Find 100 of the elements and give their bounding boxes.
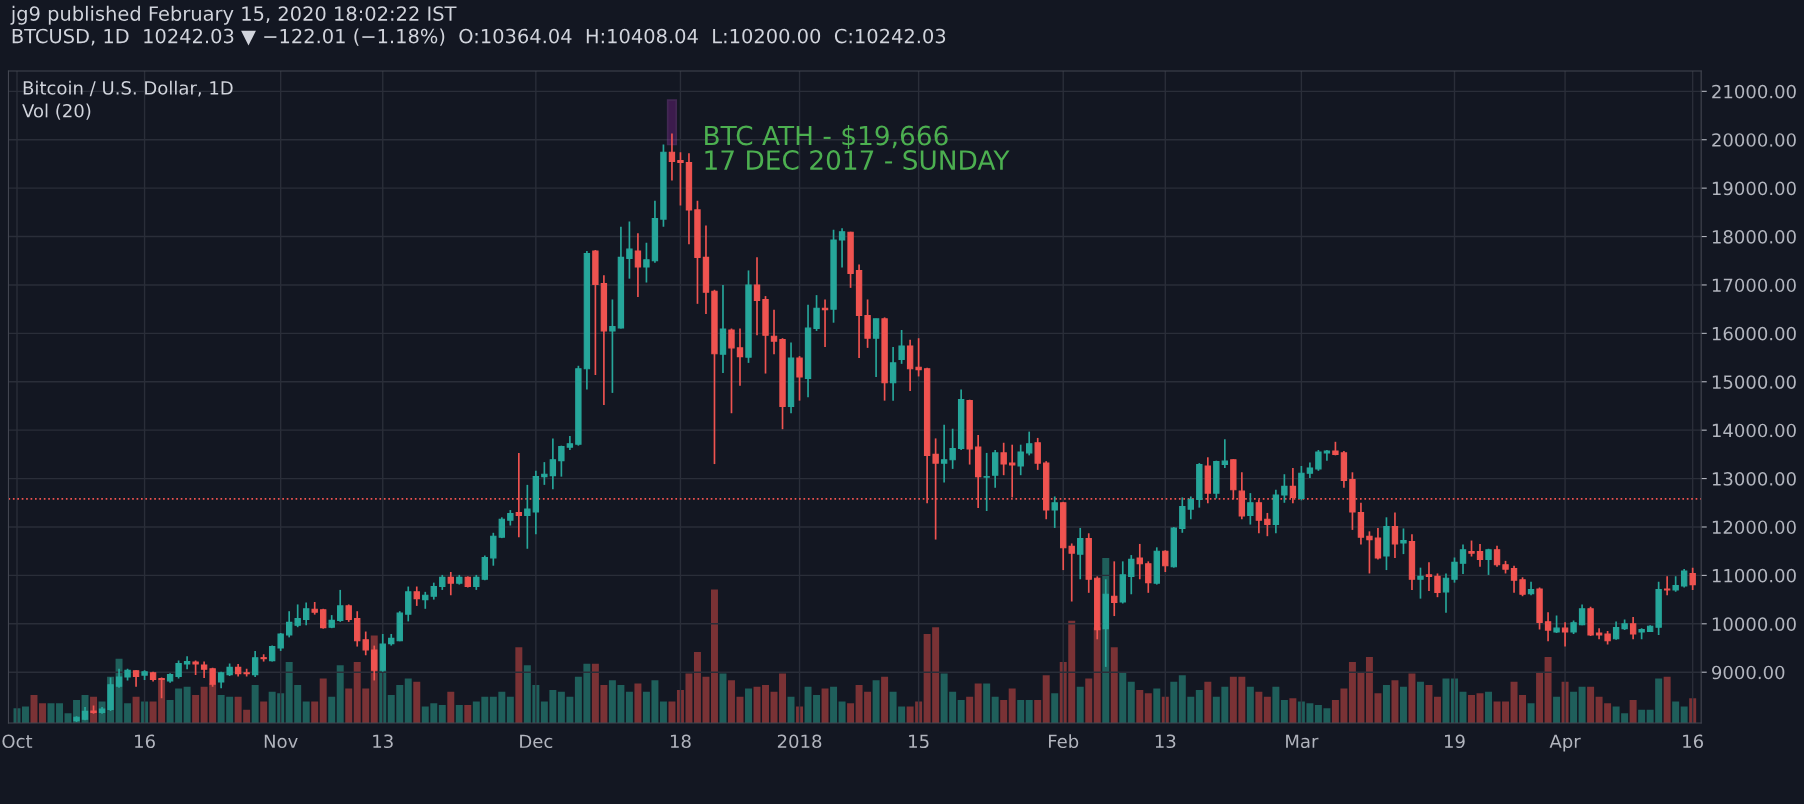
bar [1153, 688, 1161, 724]
bar [1289, 698, 1297, 724]
annotation: Vol (20) [22, 103, 91, 120]
bar [1468, 694, 1475, 724]
bar [1578, 686, 1586, 724]
bar [1408, 673, 1416, 724]
bar [1553, 696, 1561, 724]
bar [447, 691, 455, 724]
candlestick [1417, 566, 1424, 600]
candlestick [1400, 527, 1407, 555]
bar [966, 696, 974, 724]
bar [1034, 699, 1042, 724]
candlestick [796, 355, 803, 402]
candlestick [991, 449, 999, 489]
bar [762, 685, 769, 724]
candlestick [337, 589, 344, 623]
bar [1195, 690, 1203, 724]
bar [830, 686, 838, 724]
bar [1263, 696, 1271, 724]
candlestick [1629, 616, 1637, 641]
bar [1051, 693, 1059, 724]
bar [192, 694, 200, 724]
candlestick [736, 327, 744, 387]
bar [625, 691, 633, 724]
y-tick-label: 18000.00 [1712, 230, 1796, 244]
bar [1629, 699, 1637, 724]
candlestick [1374, 527, 1382, 561]
x-tick-label: 19 [1444, 734, 1465, 749]
bar [1042, 675, 1050, 724]
bar [183, 686, 191, 724]
bar [1425, 685, 1433, 724]
bar [302, 701, 310, 724]
bar [1017, 699, 1025, 724]
bar [787, 696, 795, 724]
candlestick [1017, 443, 1024, 477]
bar [957, 699, 965, 724]
bar [1485, 691, 1493, 724]
candlestick [1451, 556, 1458, 584]
candlestick [626, 220, 633, 280]
bar [336, 665, 344, 724]
bar [1204, 681, 1212, 724]
bar [345, 688, 353, 724]
y-tick-label: 21000.00 [1712, 84, 1796, 99]
bar [1110, 647, 1118, 724]
candlestick [609, 298, 616, 394]
candlestick [1179, 496, 1186, 534]
candlestick [302, 601, 310, 627]
bar [56, 703, 63, 724]
candlestick [898, 329, 905, 365]
bar [983, 683, 991, 724]
x-tick-label: 16 [1683, 734, 1704, 749]
candlestick [813, 294, 820, 332]
candlestick [864, 298, 871, 349]
candlestick [915, 337, 922, 378]
y-tick-label: 16000.00 [1712, 326, 1796, 341]
bar [1544, 657, 1552, 724]
candlestick [949, 427, 956, 470]
candlestick [1391, 511, 1399, 559]
bar [1663, 676, 1671, 724]
candlestick [1434, 572, 1441, 599]
bar [1672, 701, 1680, 724]
x-tick-label: 18 [670, 734, 691, 749]
candlestick [1663, 575, 1671, 597]
bar [132, 696, 140, 724]
y-tick-label: 11000.00 [1712, 568, 1796, 583]
bar [1280, 699, 1288, 724]
candlestick [770, 308, 778, 356]
bar [659, 701, 667, 724]
bar [838, 701, 846, 724]
candlestick [1136, 543, 1143, 581]
candlestick [1281, 473, 1288, 504]
y-tick-label: 12000.00 [1712, 520, 1796, 535]
bar [404, 678, 412, 724]
bar [1570, 691, 1578, 724]
bar [1119, 671, 1127, 724]
bar [1136, 690, 1144, 724]
bar [872, 680, 880, 724]
bar [455, 704, 463, 724]
candlestick [1561, 621, 1569, 648]
bar [1638, 709, 1646, 724]
bar [974, 683, 982, 724]
bar [413, 681, 421, 724]
bar [1527, 703, 1535, 724]
bar [506, 696, 514, 724]
bar [991, 696, 999, 724]
candlestick [524, 484, 531, 550]
x-tick-label: Nov [264, 734, 298, 749]
candlestick [1051, 495, 1058, 529]
candlestick [1485, 547, 1492, 576]
bar [881, 676, 889, 724]
candlestick [285, 610, 293, 639]
candlestick [1247, 492, 1254, 526]
x-tick-label: 13 [1155, 734, 1176, 749]
x-tick-label: 15 [909, 734, 929, 749]
bar [515, 647, 523, 724]
candlestick [643, 242, 650, 284]
candlestick [1162, 549, 1169, 573]
bar [328, 696, 336, 724]
candlestick [490, 531, 497, 567]
candlestick [1493, 545, 1501, 568]
